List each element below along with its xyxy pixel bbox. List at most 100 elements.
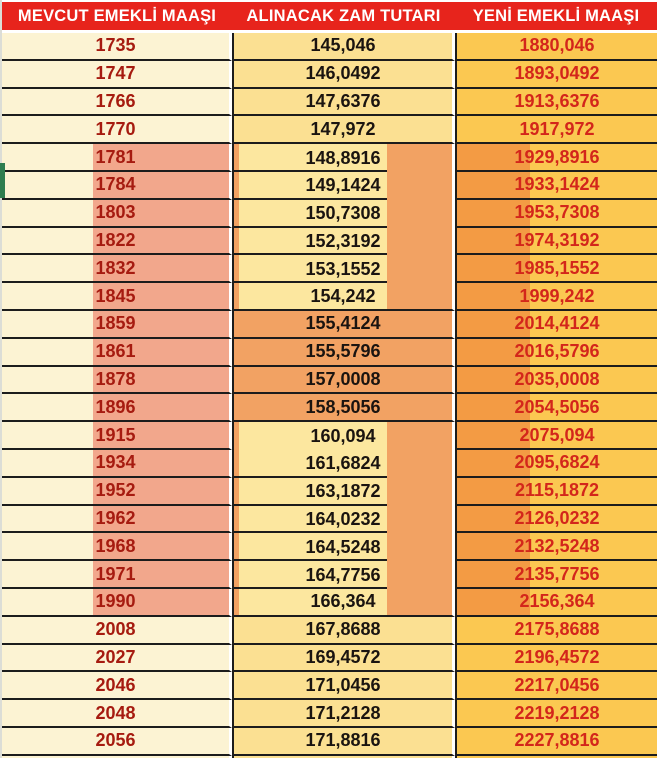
- cell-value: 2217,0456: [514, 674, 600, 695]
- cell-new[interactable]: 2054,5056: [455, 394, 657, 423]
- table-row: 2046 171,0456 2217,0456: [2, 672, 657, 701]
- cell-raise[interactable]: 152,3192: [232, 227, 455, 256]
- cell-new[interactable]: 2156,364: [455, 588, 657, 617]
- cell-current[interactable]: 1770: [2, 116, 232, 145]
- cell-current[interactable]: 2056: [2, 727, 232, 756]
- cell-raise[interactable]: 167,8688: [232, 616, 455, 645]
- cell-current[interactable]: 1859: [2, 310, 232, 339]
- cell-raise[interactable]: 146,0492: [232, 60, 455, 89]
- cell-raise[interactable]: 148,8916: [232, 144, 455, 172]
- cell-new[interactable]: 1929,8916: [455, 144, 657, 172]
- cell-new[interactable]: 1933,1424: [455, 171, 657, 200]
- cell-raise[interactable]: 169,4572: [232, 644, 455, 673]
- cell-value: 2132,5248: [514, 535, 600, 556]
- cell-raise[interactable]: 155,5796: [232, 338, 455, 367]
- cell-new[interactable]: 2132,5248: [455, 533, 657, 562]
- cell-current[interactable]: 2008: [2, 616, 232, 645]
- cell-raise[interactable]: 150,7308: [232, 199, 455, 228]
- cell-value: 2008: [95, 619, 136, 640]
- cell-new[interactable]: 2035,0008: [455, 366, 657, 395]
- cell-value: 2196,4572: [514, 646, 600, 667]
- cell-new[interactable]: 2126,0232: [455, 505, 657, 534]
- cell-new[interactable]: 2095,6824: [455, 449, 657, 478]
- cell-new[interactable]: 2135,7756: [455, 561, 657, 589]
- cell-new[interactable]: 2075,094: [455, 422, 657, 450]
- cell-raise[interactable]: 163,1872: [232, 477, 455, 506]
- cell-raise[interactable]: 149,1424: [232, 171, 455, 200]
- cell-value: 145,046: [310, 35, 376, 56]
- cell-raise[interactable]: 171,2128: [232, 700, 455, 728]
- cell-raise: [232, 755, 455, 758]
- cell-current[interactable]: 1934: [2, 449, 232, 478]
- cell-value: 1933,1424: [514, 174, 600, 195]
- cell-new[interactable]: 1985,1552: [455, 255, 657, 284]
- cell-raise[interactable]: 171,8816: [232, 727, 455, 756]
- cell-current[interactable]: 1803: [2, 199, 232, 228]
- cell-new[interactable]: 1913,6376: [455, 88, 657, 117]
- cell-current[interactable]: 1962: [2, 505, 232, 534]
- cell-current[interactable]: 2027: [2, 644, 232, 673]
- cell-raise[interactable]: 155,4124: [232, 310, 455, 339]
- cell-value: 2027: [95, 646, 136, 667]
- table-row: 1735 145,046 1880,046: [2, 33, 657, 61]
- cell-new[interactable]: 1953,7308: [455, 199, 657, 228]
- column-header-3[interactable]: YENİ EMEKLİ MAAŞI: [472, 6, 640, 25]
- cell-raise[interactable]: 145,046: [232, 33, 455, 61]
- cell-current[interactable]: 1735: [2, 33, 232, 61]
- cell-raise[interactable]: 161,6824: [232, 449, 455, 478]
- cell-raise[interactable]: 164,7756: [232, 561, 455, 589]
- cell-current[interactable]: 1990: [2, 588, 232, 617]
- table-row: 1878 157,0008 2035,0008: [2, 366, 657, 395]
- cell-current[interactable]: 2048: [2, 700, 232, 728]
- cell-value: 164,7756: [305, 564, 381, 585]
- cell-current[interactable]: 1822: [2, 227, 232, 256]
- cell-value: 1845: [95, 285, 136, 306]
- cell-new[interactable]: 1917,972: [455, 116, 657, 145]
- cell-new[interactable]: 2219,2128: [455, 700, 657, 728]
- table-row: 1832 153,1552 1985,1552: [2, 255, 657, 284]
- cell-raise[interactable]: 171,0456: [232, 672, 455, 701]
- cell-raise[interactable]: 147,6376: [232, 88, 455, 117]
- cell-new[interactable]: 1999,242: [455, 283, 657, 311]
- cell-new[interactable]: 2016,5796: [455, 338, 657, 367]
- cell-current[interactable]: 1878: [2, 366, 232, 395]
- cell-current[interactable]: 1747: [2, 60, 232, 89]
- cell-current[interactable]: 1845: [2, 283, 232, 311]
- cell-raise[interactable]: 153,1552: [232, 255, 455, 284]
- cell-new[interactable]: 2196,4572: [455, 644, 657, 673]
- table-row: 1934 161,6824 2095,6824: [2, 449, 657, 478]
- cell-current[interactable]: 1832: [2, 255, 232, 284]
- cell-value: 1896: [95, 396, 136, 417]
- cell-current[interactable]: 1896: [2, 394, 232, 423]
- cell-current[interactable]: 1915: [2, 422, 232, 450]
- cell-raise[interactable]: 164,0232: [232, 505, 455, 534]
- cell-current[interactable]: 1781: [2, 144, 232, 172]
- column-header-1[interactable]: MEVCUT EMEKLİ MAAŞI: [17, 6, 217, 25]
- cell-new[interactable]: 1893,0492: [455, 60, 657, 89]
- cell-new[interactable]: 2014,4124: [455, 310, 657, 339]
- cell-new[interactable]: 2217,0456: [455, 672, 657, 701]
- cell-current[interactable]: 1784: [2, 171, 232, 200]
- cell-raise[interactable]: 160,094: [232, 422, 455, 450]
- table-row: 1770 147,972 1917,972: [2, 116, 657, 145]
- cell-raise[interactable]: 154,242: [232, 283, 455, 311]
- column-header-2[interactable]: ALINACAK ZAM TUTARI: [246, 6, 441, 25]
- cell-current[interactable]: 1971: [2, 561, 232, 589]
- cell-new[interactable]: 1974,3192: [455, 227, 657, 256]
- cell-new[interactable]: 2115,1872: [455, 477, 657, 506]
- cell-raise[interactable]: 158,5056: [232, 394, 455, 423]
- cell-new[interactable]: 2227,8816: [455, 727, 657, 756]
- cell-new[interactable]: 1880,046: [455, 33, 657, 61]
- cell-current[interactable]: 1952: [2, 477, 232, 506]
- cell-value: 2219,2128: [514, 702, 600, 723]
- cell-raise[interactable]: 157,0008: [232, 366, 455, 395]
- cell-raise[interactable]: 164,5248: [232, 533, 455, 562]
- cell-current[interactable]: 2046: [2, 672, 232, 701]
- table-row: 1859 155,4124 2014,4124: [2, 310, 657, 339]
- cell-raise[interactable]: 147,972: [232, 116, 455, 145]
- cell-current[interactable]: 1766: [2, 88, 232, 117]
- cell-current[interactable]: 1968: [2, 533, 232, 562]
- cell-raise[interactable]: 166,364: [232, 588, 455, 617]
- cell-new[interactable]: 2175,8688: [455, 616, 657, 645]
- cell-current[interactable]: 1861: [2, 338, 232, 367]
